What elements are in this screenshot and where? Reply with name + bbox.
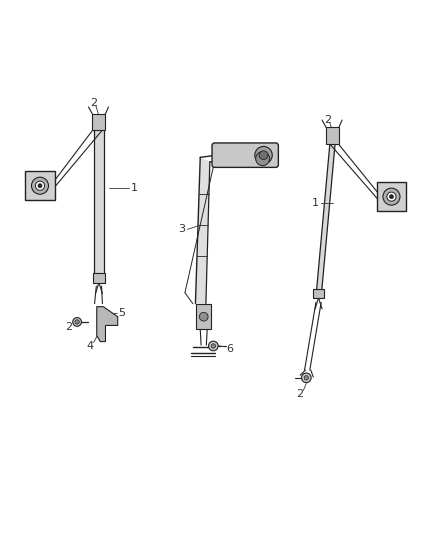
Text: 1: 1 [311,198,318,208]
FancyBboxPatch shape [313,289,325,298]
Circle shape [32,177,49,194]
Text: 5: 5 [119,308,126,318]
Polygon shape [195,157,210,304]
FancyBboxPatch shape [25,171,55,200]
FancyBboxPatch shape [326,127,339,143]
Circle shape [35,181,45,190]
Circle shape [75,320,79,324]
Circle shape [304,376,308,380]
FancyBboxPatch shape [93,273,105,283]
Circle shape [259,151,268,159]
Polygon shape [316,143,335,297]
Text: 1: 1 [131,183,138,193]
Circle shape [383,188,400,205]
Circle shape [208,341,218,351]
FancyBboxPatch shape [196,304,211,329]
Circle shape [255,147,272,164]
FancyBboxPatch shape [377,182,406,211]
FancyBboxPatch shape [92,115,106,131]
Text: 6: 6 [226,344,233,354]
Text: 2: 2 [324,115,331,125]
Circle shape [389,195,393,199]
Circle shape [387,192,396,201]
Text: 4: 4 [87,341,94,351]
Circle shape [211,344,215,348]
Text: 2: 2 [296,389,304,399]
Circle shape [73,318,81,326]
Circle shape [256,152,270,166]
Text: 3: 3 [178,224,185,235]
Text: 2: 2 [90,98,97,108]
Polygon shape [97,306,118,342]
Circle shape [38,184,42,188]
Circle shape [301,373,311,383]
Text: 2: 2 [65,322,72,332]
FancyBboxPatch shape [212,143,279,167]
Polygon shape [94,130,104,275]
Circle shape [199,312,208,321]
